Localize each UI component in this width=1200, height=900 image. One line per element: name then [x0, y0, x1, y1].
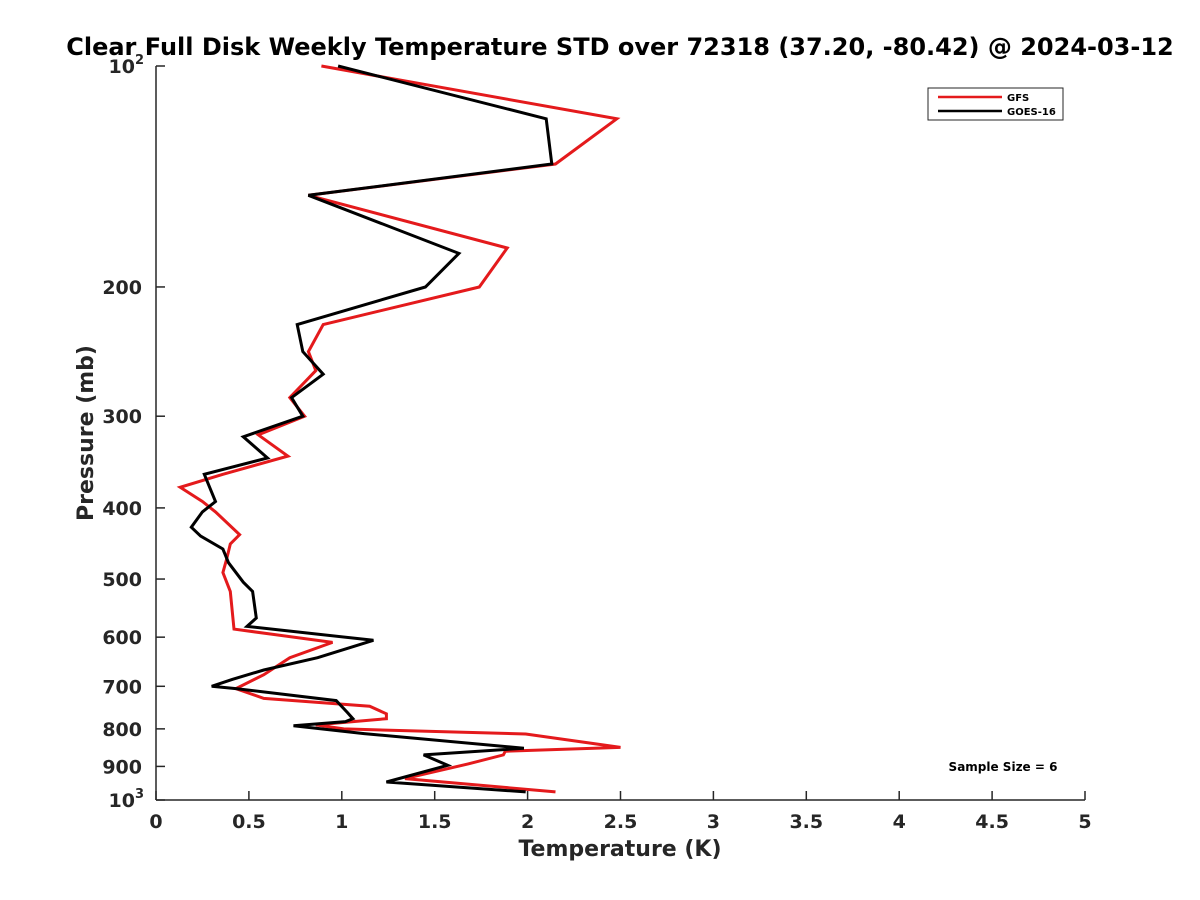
x-axis-label: Temperature (K)	[518, 837, 721, 862]
y-tick-label: 200	[102, 277, 142, 299]
y-tick-label: 500	[102, 569, 142, 591]
x-tick-label: 4.5	[975, 811, 1009, 833]
x-tick-label: 1.5	[418, 811, 452, 833]
series-line-gfs	[176, 64, 621, 794]
x-tick-label: 2.5	[604, 811, 638, 833]
series-line-goes-16	[189, 64, 554, 794]
y-tick-label: 900	[102, 756, 142, 778]
plot-area: 0 0.5 1 1.5 2 2.5 3 3.5 4 4.5 5 102200300400500600…	[102, 53, 1091, 833]
y-tick-label: 600	[102, 627, 142, 649]
y-axis-label: Pressure (mb)	[74, 345, 99, 521]
x-tick-label: 0	[149, 811, 162, 833]
x-tick-label: 0.5	[232, 811, 266, 833]
y-tick-label: 800	[102, 719, 142, 741]
legend-items: GFS GOES-16	[938, 93, 1056, 118]
x-tick-label: 5	[1078, 811, 1091, 833]
y-tick-label: 102	[109, 53, 145, 78]
x-tick-label: 2	[521, 811, 534, 833]
y-tick-exponent: 3	[135, 787, 144, 802]
sample-size-annotation: Sample Size = 6	[949, 760, 1058, 774]
chart-title: Clear Full Disk Weekly Temperature STD o…	[66, 33, 1174, 61]
x-tick-label: 1	[335, 811, 348, 833]
y-tick-base: 10	[109, 790, 135, 812]
y-tick-label: 700	[102, 676, 142, 698]
y-tick-exponent: 2	[135, 53, 144, 68]
legend-label: GOES-16	[1007, 107, 1056, 118]
y-tick-label: 300	[102, 406, 142, 428]
y-tick-label: 103	[109, 787, 145, 812]
legend: GFS GOES-16	[927, 87, 1064, 121]
x-tick-label: 3	[707, 811, 720, 833]
series-lines	[176, 64, 621, 794]
x-ticks: 0 0.5 1 1.5 2 2.5 3 3.5 4 4.5 5	[149, 791, 1092, 833]
x-tick-label: 4	[893, 811, 906, 833]
y-tick-base: 10	[109, 56, 135, 78]
legend-box	[927, 87, 1064, 121]
x-tick-label: 3.5	[789, 811, 823, 833]
y-tick-label: 400	[102, 498, 142, 520]
legend-label: GFS	[1007, 93, 1029, 104]
